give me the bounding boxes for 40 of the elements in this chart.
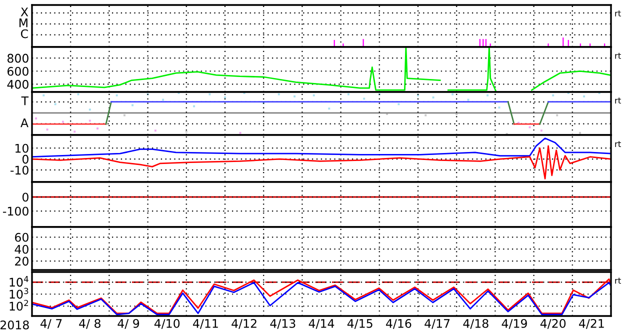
y-tick-label: -10 bbox=[10, 166, 28, 175]
y-tick-label: 400 bbox=[7, 80, 28, 89]
text: rt bbox=[615, 10, 621, 16]
x-tick-label: 4/12 bbox=[232, 318, 256, 329]
x-tick-label: 4/ 9 bbox=[118, 318, 140, 329]
y-tick-label: -100 bbox=[3, 206, 28, 216]
y-tick-label: 0 bbox=[22, 192, 28, 202]
x-tick-label: 4/21 bbox=[579, 318, 604, 329]
y-tick-label: 10$^{3}$ bbox=[10, 288, 28, 299]
text: X bbox=[20, 8, 28, 16]
text: rt bbox=[615, 52, 621, 59]
text: T bbox=[21, 96, 29, 106]
x-tick-label: 4/20 bbox=[540, 318, 566, 329]
x-tick-label: 4/ 8 bbox=[79, 318, 100, 329]
y-tick-label: 40 bbox=[14, 244, 28, 254]
x-tick-label: 4/ 7 bbox=[40, 319, 62, 329]
y-tick-label: 10 bbox=[15, 144, 28, 153]
x-tick-label: 4/13 bbox=[270, 318, 296, 329]
x-tick-label: 4/16 bbox=[386, 318, 412, 329]
x-axis-title: 2018 bbox=[0, 320, 29, 330]
y-tick-label: 60 bbox=[15, 232, 28, 242]
y-tick-label: 10$^{4}$ bbox=[10, 276, 28, 287]
x-tick-label: 4/11 bbox=[193, 319, 218, 329]
text: rt bbox=[615, 278, 621, 284]
text: M bbox=[20, 18, 28, 28]
x-tick-label: 4/14 bbox=[308, 319, 334, 329]
text: rt bbox=[615, 141, 621, 147]
y-tick-label: 20 bbox=[15, 256, 28, 266]
y-tick-label: 600 bbox=[8, 66, 28, 76]
y-tick-label: 0 bbox=[22, 154, 28, 164]
x-tick-label: 4/15 bbox=[347, 319, 372, 329]
text: rt bbox=[615, 98, 621, 104]
y-tick-label: 10$^{2}$ bbox=[10, 300, 28, 311]
x-tick-label: 4/17 bbox=[424, 319, 450, 329]
text: C bbox=[20, 29, 28, 38]
text: A bbox=[20, 118, 28, 128]
y-tick-label: 800 bbox=[7, 54, 28, 63]
x-tick-label: 4/10 bbox=[154, 318, 180, 329]
x-tick-label: 4/18 bbox=[463, 318, 488, 329]
x-tick-label: 4/19 bbox=[502, 318, 527, 329]
